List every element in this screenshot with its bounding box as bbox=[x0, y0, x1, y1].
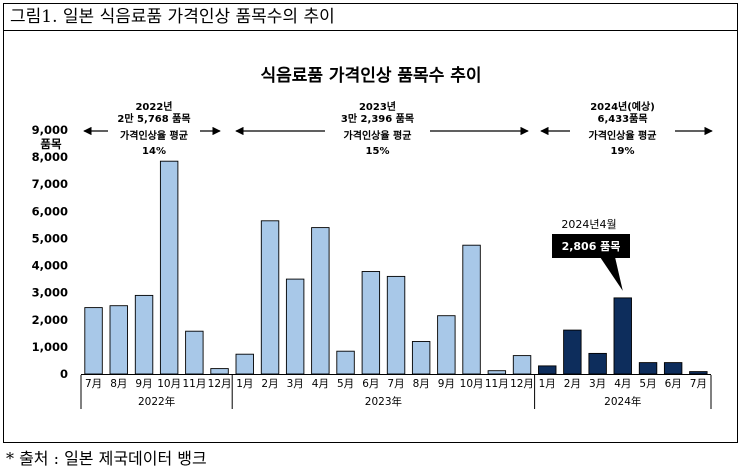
year-label: 2024年 bbox=[604, 395, 641, 408]
bar bbox=[285, 278, 305, 375]
bar bbox=[613, 297, 632, 375]
bar bbox=[487, 370, 507, 375]
x-tick-label: 11月 bbox=[485, 378, 509, 390]
bar bbox=[84, 307, 103, 375]
x-tick-label: 7月 bbox=[85, 378, 102, 390]
bar bbox=[563, 329, 582, 375]
bar bbox=[185, 330, 204, 375]
bar bbox=[159, 160, 179, 375]
y-tick-label: 3,000 bbox=[32, 286, 68, 300]
x-tick-label: 7月 bbox=[387, 378, 404, 390]
callout-box bbox=[552, 234, 630, 258]
bar bbox=[689, 371, 708, 375]
figure-caption: 그림1. 일본 식음료품 가격인상 품목수의 추이 bbox=[4, 4, 737, 31]
period-note-line: 3만 2,396 품목 bbox=[341, 112, 414, 125]
period-note-line: 2023년 bbox=[359, 100, 396, 113]
x-tick-label: 10月 bbox=[460, 378, 484, 390]
x-tick-label: 9月 bbox=[438, 378, 455, 390]
x-tick-label: 2月 bbox=[564, 378, 581, 390]
bar bbox=[588, 352, 607, 375]
x-tick-label: 3月 bbox=[287, 378, 304, 390]
y-tick-label: 7,000 bbox=[32, 177, 68, 191]
period-note-line: 2만 5,768 품목 bbox=[117, 112, 190, 125]
bar bbox=[663, 362, 683, 375]
x-tick-label: 4月 bbox=[312, 378, 329, 390]
period-note-line: 15% bbox=[366, 146, 390, 157]
x-tick-label: 8月 bbox=[413, 378, 430, 390]
source-note: * 출처 : 일본 제국데이터 뱅크 bbox=[6, 449, 207, 468]
year-label: 2023年 bbox=[365, 395, 402, 408]
callout-pointer bbox=[600, 257, 623, 291]
bar bbox=[210, 368, 229, 375]
x-tick-label: 8月 bbox=[110, 378, 127, 390]
bar bbox=[411, 341, 431, 375]
period-note-line: 14% bbox=[142, 146, 166, 157]
bar bbox=[260, 220, 280, 375]
bar bbox=[638, 362, 658, 375]
x-tick-label: 10月 bbox=[157, 378, 181, 390]
period-note-line: 2024년(예상) bbox=[590, 100, 655, 113]
x-tick-label: 12月 bbox=[208, 378, 232, 390]
figure-frame: 그림1. 일본 식음료품 가격인상 품목수의 추이 bbox=[3, 3, 738, 443]
period-note-line: 가격인상율 평균 bbox=[344, 129, 412, 142]
x-tick-label: 1月 bbox=[539, 378, 556, 390]
y-tick-label: 5,000 bbox=[32, 231, 68, 245]
x-tick-label: 5月 bbox=[337, 378, 354, 390]
y-tick-label: 6,000 bbox=[32, 204, 68, 218]
x-tick-label: 1月 bbox=[236, 378, 253, 390]
chart-title: 식음료품 가격인상 품목수 추이 bbox=[260, 66, 481, 86]
x-tick-label: 5月 bbox=[639, 378, 656, 390]
bar bbox=[311, 227, 330, 375]
x-tick-label: 2月 bbox=[261, 378, 278, 390]
bar bbox=[235, 353, 254, 375]
bar bbox=[336, 350, 355, 375]
bar bbox=[361, 271, 381, 375]
callout-label: 2,806 품목 bbox=[562, 240, 621, 253]
period-note-line: 가격인상율 평균 bbox=[589, 129, 657, 142]
year-label: 2022年 bbox=[138, 395, 175, 408]
bar bbox=[134, 294, 154, 375]
price-increase-chart: 식음료품 가격인상 품목수 추이 0 1,000 2,000 3,000 4,000 5,0… bbox=[32, 66, 713, 409]
period-note-line: 가격인상율 평균 bbox=[120, 129, 188, 142]
period-note-line: 2022년 bbox=[135, 100, 172, 113]
x-tick-label: 7月 bbox=[690, 378, 707, 390]
x-tick-label: 12月 bbox=[510, 378, 534, 390]
bar bbox=[512, 355, 532, 375]
period-note-line: 6,433품목 bbox=[597, 113, 647, 125]
period-note-line: 19% bbox=[611, 146, 635, 157]
bar bbox=[538, 365, 557, 375]
x-tick-label: 11月 bbox=[182, 378, 206, 390]
y-axis-label: 품목 bbox=[40, 137, 62, 151]
bar bbox=[462, 244, 481, 375]
x-tick-label: 6月 bbox=[362, 378, 379, 390]
x-tick-label: 6月 bbox=[665, 378, 682, 390]
y-tick-label: 8,000 bbox=[32, 150, 68, 164]
y-tick-label: 4,000 bbox=[32, 259, 68, 273]
y-tick-label: 1,000 bbox=[32, 340, 68, 354]
bar bbox=[386, 275, 406, 375]
x-tick-label: 9月 bbox=[135, 378, 152, 390]
bar bbox=[109, 305, 128, 375]
y-tick-label: 0 bbox=[60, 367, 68, 381]
y-tick-label: 9,000 bbox=[32, 123, 68, 137]
x-tick-label: 4月 bbox=[614, 378, 631, 390]
callout-title: 2024년4월 bbox=[561, 218, 616, 231]
bar bbox=[437, 315, 456, 375]
y-tick-label: 2,000 bbox=[32, 313, 68, 327]
x-tick-label: 3月 bbox=[589, 378, 606, 390]
